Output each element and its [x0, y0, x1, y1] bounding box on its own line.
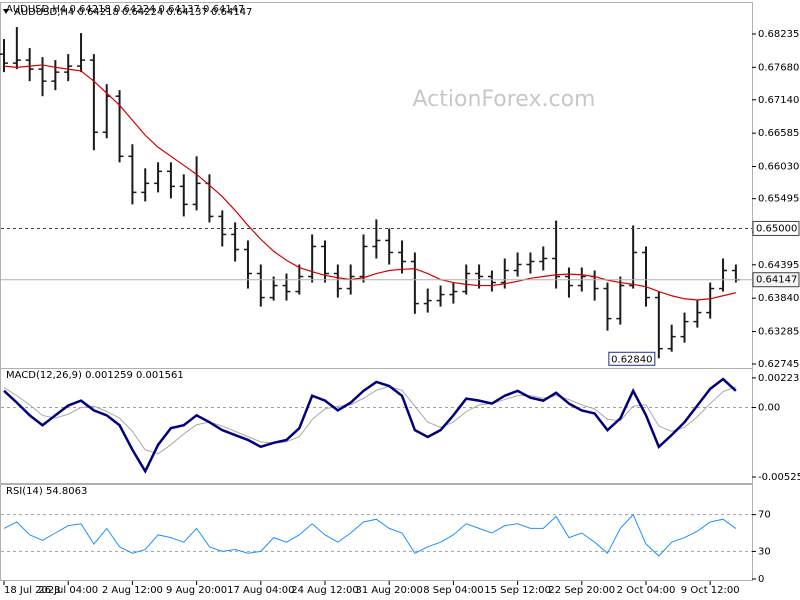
y-tick-label: 0.65495 [758, 194, 799, 205]
price-level-label: 0.64147 [756, 275, 797, 286]
pane-frame [0, 368, 753, 484]
x-tick-label: 2 Aug 12:00 [102, 585, 163, 596]
y-tick-label: 30 [758, 546, 771, 557]
y-tick-label: 0.00 [758, 403, 780, 414]
pane-title: AUDUSD,H4 0.64218 0.64224 0.64137 0.6414… [14, 7, 252, 18]
y-tick-label: 0.64395 [758, 260, 799, 271]
y-tick-label: 0.68235 [758, 29, 799, 40]
y-tick-label: 0.67140 [758, 95, 799, 106]
indicator-line [3, 377, 737, 474]
x-tick-label: 24 Aug 12:00 [291, 585, 358, 596]
x-tick-label: 17 Aug 04:00 [227, 585, 294, 596]
indicator-line [3, 513, 737, 557]
x-tick-label: 26 Jul 04:00 [38, 585, 98, 596]
x-tick-label: 9 Aug 20:00 [166, 585, 227, 596]
price-level-box [752, 272, 800, 288]
y-tick-label: 0.66585 [758, 128, 799, 139]
x-tick-label: 2 Oct 04:00 [617, 585, 676, 596]
pane-title: RSI(14) 54.8063 [6, 486, 87, 497]
y-tick-label: 0.62745 [758, 359, 799, 370]
y-tick-label: 0.67680 [758, 62, 799, 73]
moving-average [3, 64, 737, 301]
y-tick-label: -0.005254 [758, 472, 800, 483]
y-tick-label: 0.66030 [758, 162, 799, 173]
watermark: ActionForex.com [413, 87, 596, 112]
y-tick-label: 0 [758, 574, 764, 585]
x-tick-label: 8 Sep 04:00 [423, 585, 483, 596]
y-tick-label: 70 [758, 510, 771, 521]
x-tick-label: 15 Sep 12:00 [484, 585, 551, 596]
x-tick-label: 18 Jul 2023 [4, 585, 61, 596]
price-level-label: 0.65000 [756, 223, 797, 234]
pane-title: MACD(12,26,9) 0.001259 0.001561 [6, 370, 184, 381]
low-box [608, 351, 656, 366]
y-tick-label: 0.63285 [758, 327, 799, 338]
x-tick-label: 9 Oct 12:00 [681, 585, 740, 596]
y-tick-label: 0.002239 [758, 373, 800, 384]
x-tick-label: 22 Sep 20:00 [548, 585, 615, 596]
y-tick-label: 0.63840 [758, 293, 799, 304]
pane-frame [0, 484, 753, 581]
menu-arrow [3, 9, 9, 14]
indicator-line [3, 385, 737, 455]
pane-title: AUDUSD,H4 0.64218 0.64224 0.64137 0.6414… [6, 4, 244, 15]
price-level-box [752, 220, 800, 236]
x-tick-label: 31 Aug 20:00 [355, 585, 422, 596]
low-label: 0.62840 [611, 354, 652, 365]
